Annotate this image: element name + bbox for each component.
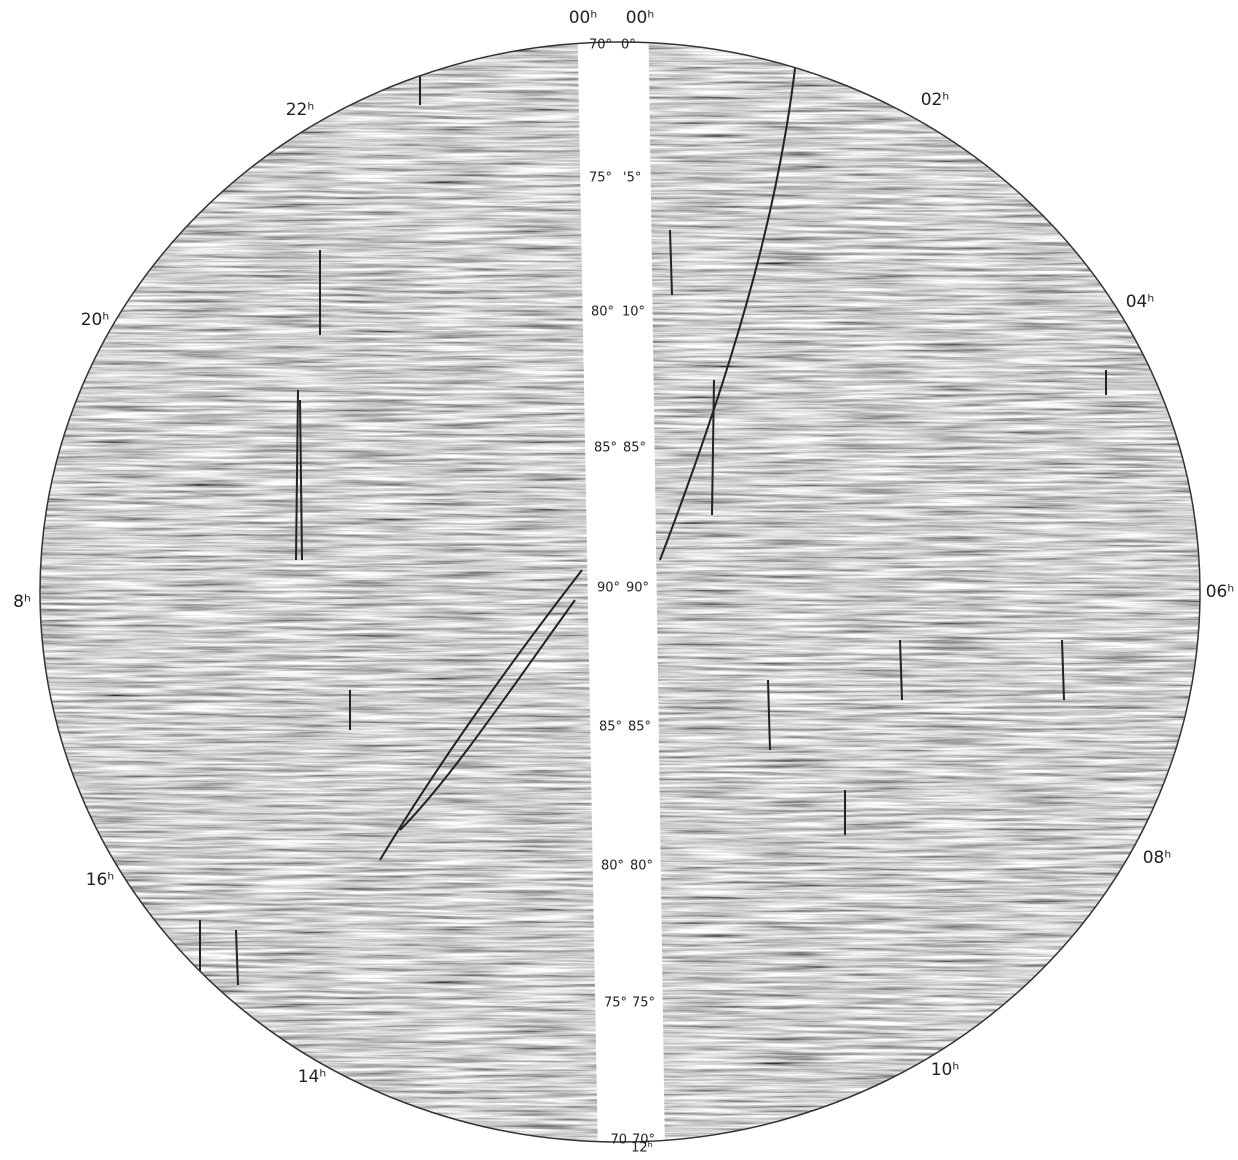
- dec-label: 85°: [599, 720, 622, 735]
- sky-map: 00ʰ 00ʰ 02ʰ 04ʰ 06ʰ 08ʰ 10ʰ 12ʰ 14ʰ 16ʰ …: [0, 0, 1238, 1156]
- dec-label: 80°: [591, 305, 614, 320]
- dec-label: 80°: [601, 859, 624, 874]
- hour-label: 20ʰ: [81, 310, 110, 330]
- hour-label: 8ʰ: [13, 592, 31, 612]
- hour-label: 04ʰ: [1126, 292, 1155, 312]
- hour-label: 22ʰ: [286, 100, 315, 120]
- dec-label: 85°: [594, 441, 617, 456]
- dec-label: 75°: [589, 171, 612, 186]
- hour-label: 14ʰ: [298, 1067, 327, 1087]
- hour-label: 00ʰ: [626, 8, 655, 28]
- dec-label: 75°: [632, 996, 655, 1011]
- dec-label: 70°: [632, 1133, 655, 1148]
- hour-label: 16ʰ: [86, 870, 115, 890]
- dec-label: 90°: [597, 581, 620, 596]
- dec-label: 75°: [604, 996, 627, 1011]
- hour-label: 02ʰ: [921, 90, 950, 110]
- hour-label: 00ʰ: [569, 8, 598, 28]
- dec-label: 0°: [621, 38, 636, 53]
- dec-label: 70: [610, 1133, 627, 1148]
- dec-label: 10°: [622, 305, 645, 320]
- map-disk: [40, 0, 1200, 1156]
- dec-label: 85°: [623, 441, 646, 456]
- hour-label: 10ʰ: [931, 1060, 960, 1080]
- dec-label: '5°: [623, 171, 641, 186]
- dec-label: 80°: [630, 859, 653, 874]
- dec-label: 90°: [626, 581, 649, 596]
- hour-label: 08ʰ: [1143, 848, 1172, 868]
- hour-label: 06ʰ: [1206, 582, 1235, 602]
- dec-label: 85°: [628, 720, 651, 735]
- dec-label: 70°: [589, 38, 612, 53]
